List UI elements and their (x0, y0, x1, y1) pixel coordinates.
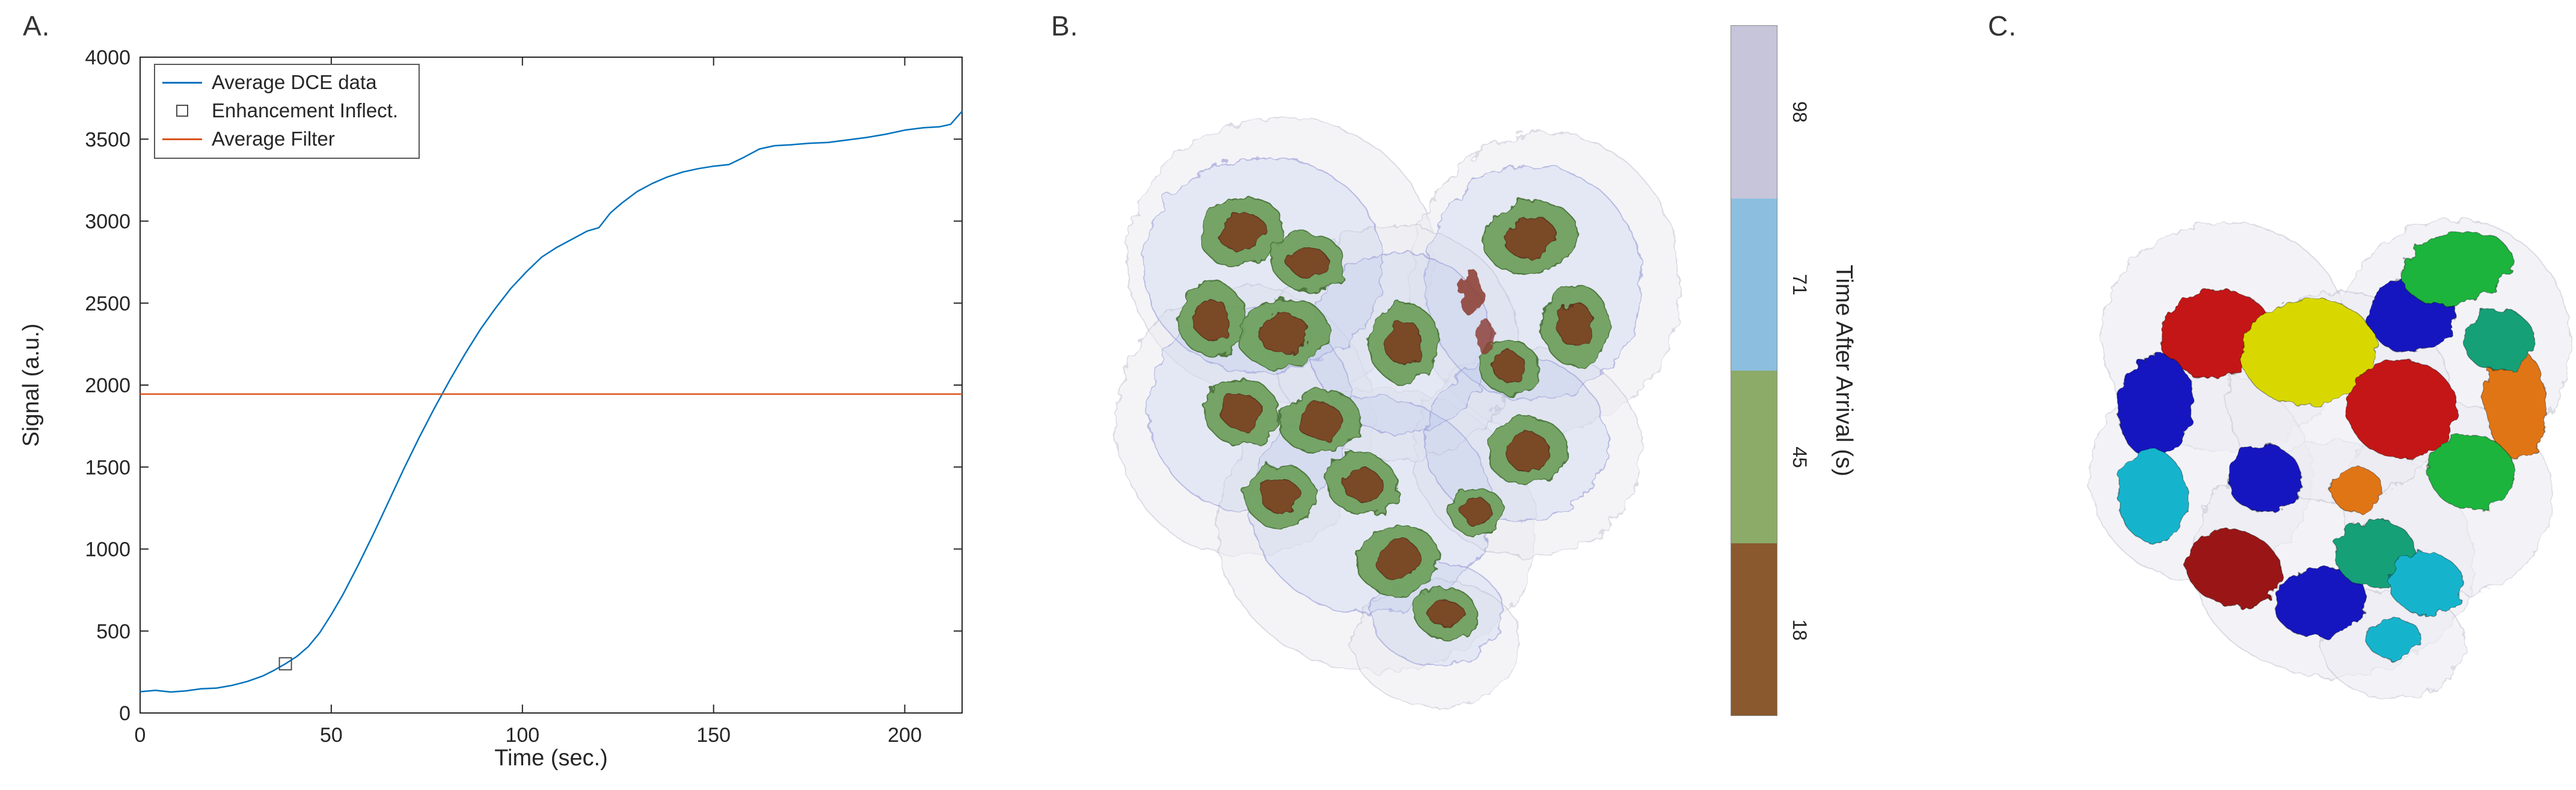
legend-label-inflection: Enhancement Inflect. (212, 99, 399, 122)
x-axis-label: Time (sec.) (494, 745, 608, 771)
y-tick-label: 1000 (85, 538, 130, 561)
y-tick-label: 2000 (85, 374, 130, 397)
x-tick-label: 200 (888, 724, 922, 747)
colorbar (1731, 25, 1777, 716)
x-tick-label: 0 (135, 724, 146, 747)
legend-sample (162, 138, 202, 140)
legend-sample (162, 81, 202, 84)
early-arrival-cores (1193, 212, 1594, 628)
colorbar-axis-label: Time After Arrival (s) (1831, 265, 1857, 477)
y-tick-label: 500 (96, 620, 130, 643)
legend-item-dce: Average DCE data (162, 71, 398, 94)
panel-b-label: B. (1051, 10, 1079, 42)
panel-a-label: A. (23, 10, 51, 42)
legend-sample (162, 105, 202, 117)
legend-item-inflection: Enhancement Inflect. (162, 99, 398, 122)
segment-blobs (2117, 230, 2549, 659)
legend-sample-marker (176, 105, 188, 117)
legend-sample-line-filter (162, 138, 202, 140)
x-tick-label: 150 (696, 724, 731, 747)
panel-c-label: C. (1988, 10, 2017, 42)
legend-label-filter: Average Filter (212, 128, 335, 150)
colorbar-label-wrap: Time After Arrival (s) (1830, 25, 1857, 716)
colorbar-segment (1731, 371, 1777, 543)
colorbar-tick-label: 71 (1789, 273, 1811, 295)
colorbar-ticks: 98 71 45 18 (1788, 25, 1824, 716)
dce-signal-line (140, 111, 963, 693)
segmentation-render (2089, 219, 2571, 699)
colorbar-segment (1731, 543, 1777, 715)
mid-arrival-blobs (1178, 197, 1609, 640)
colorbar-bar (1731, 25, 1777, 716)
x-tick-label: 100 (505, 724, 539, 747)
y-tick-label: 3500 (85, 128, 130, 151)
y-tick-label: 1500 (85, 456, 130, 479)
colorbar-tick-label: 98 (1789, 100, 1811, 123)
y-tick-label: 4000 (85, 46, 130, 69)
x-tick-label: 50 (320, 724, 343, 747)
colorbar-segment (1731, 198, 1777, 371)
chart-legend: Average DCE data Enhancement Inflect. Av… (154, 64, 420, 159)
legend-item-filter: Average Filter (162, 128, 398, 150)
y-tick-label: 2500 (85, 292, 130, 315)
legend-label-dce: Average DCE data (212, 71, 377, 93)
colorbar-tick-label: 45 (1789, 446, 1811, 468)
y-tick-label: 0 (119, 702, 130, 725)
time-after-arrival-render (1115, 117, 1681, 708)
y-axis-label: Signal (a.u.) (19, 324, 44, 447)
inflection-marker (278, 657, 292, 671)
y-tick-label: 3000 (85, 211, 130, 233)
legend-sample-line-dce (162, 81, 202, 84)
colorbar-tick-label: 18 (1789, 619, 1811, 641)
dce-signal-chart: 0 50 100 150 2000500100015002000250030003500… (19, 46, 963, 771)
colorbar-segment (1731, 26, 1777, 199)
